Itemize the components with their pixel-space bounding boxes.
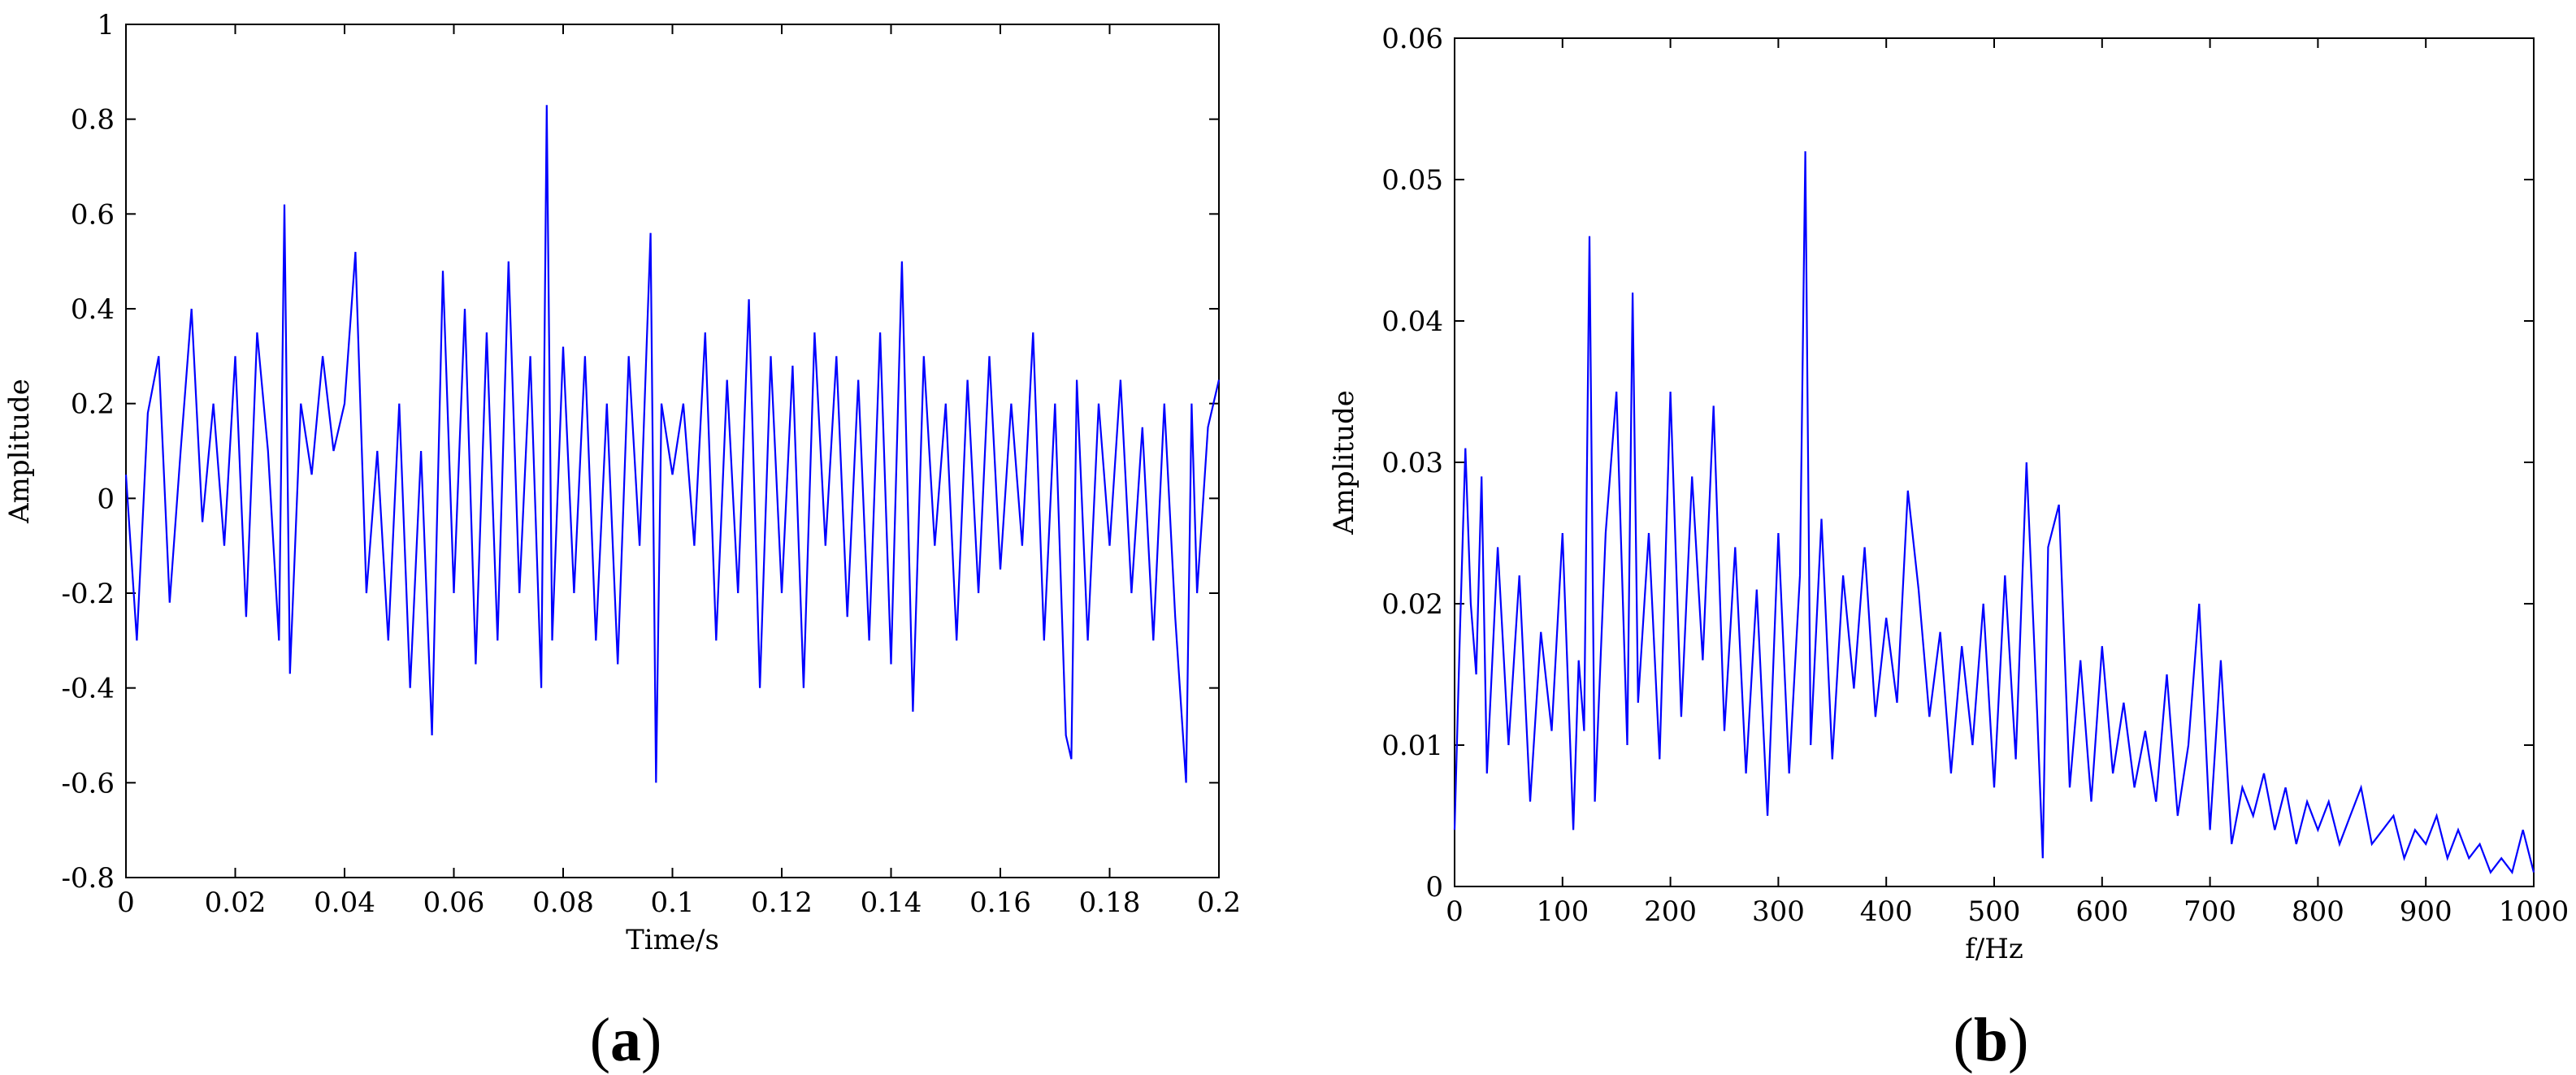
x-tick-label: 0.2 <box>1197 886 1241 919</box>
x-tick-label: 700 <box>2184 895 2236 928</box>
y-tick-label: 0.04 <box>1381 306 1443 338</box>
series-line-signal <box>124 105 1221 783</box>
x-tick-label: 0.14 <box>861 886 922 919</box>
y-tick-label: -0.8 <box>61 862 115 895</box>
x-tick-label: 300 <box>1752 895 1805 928</box>
x-tick-label: 900 <box>2400 895 2452 928</box>
plot-area-frame <box>125 24 1220 878</box>
y-tick-label: 0.4 <box>71 293 115 326</box>
x-tick-label: 400 <box>1860 895 1913 928</box>
y-tick-label: 0.8 <box>71 104 115 137</box>
panel-label-open-paren: ( <box>590 1006 610 1074</box>
x-tick-label: 0.1 <box>650 886 694 919</box>
x-tick-label: 0.12 <box>751 886 813 919</box>
panel-label-close-paren: ) <box>2008 1006 2028 1074</box>
panel-label: (a) <box>590 1006 662 1074</box>
y-tick-label: 0.03 <box>1381 447 1443 479</box>
panel-label-close-paren: ) <box>641 1006 661 1074</box>
panel-label-open-paren: ( <box>1954 1006 1974 1074</box>
y-tick-label: 0.06 <box>1381 23 1443 55</box>
panel-a-time-domain-chart: 0 0.02 0.04 0.06 0.08 0.1 0.12 0.14 0.16 0.18 0.2 -… <box>3 9 1241 1074</box>
x-tick-label: 600 <box>2075 895 2128 928</box>
x-tick-label: 0.06 <box>423 886 485 919</box>
x-tick-label: 0.02 <box>205 886 267 919</box>
y-tick-label: -0.6 <box>61 767 115 800</box>
x-tick-label: 0 <box>117 886 135 919</box>
y-axis-label: Amplitude <box>3 379 36 524</box>
y-tick-label: 1 <box>97 9 115 41</box>
y-tick-label: 0.02 <box>1381 588 1443 621</box>
x-tick-label: 100 <box>1536 895 1589 928</box>
y-tick-label: -0.4 <box>61 673 115 705</box>
x-tick-label: 0.18 <box>1079 886 1141 919</box>
y-tick-label: 0.6 <box>71 198 115 231</box>
series-line-spectrum <box>1453 151 2535 875</box>
y-tick-label: 0.05 <box>1381 164 1443 197</box>
x-tick-label: 0.16 <box>969 886 1031 919</box>
panel-label-letter: a <box>610 1006 641 1074</box>
x-tick-label: 0.08 <box>532 886 594 919</box>
x-tick-label: 500 <box>1968 895 2021 928</box>
y-tick-label: 0.01 <box>1381 730 1443 762</box>
x-tick-label: 1000 <box>2499 895 2569 928</box>
x-tick-label: 0.04 <box>314 886 375 919</box>
y-axis-label: Amplitude <box>1328 390 1360 535</box>
y-tick-label: 0 <box>1425 871 1443 904</box>
x-tick-label: 200 <box>1644 895 1697 928</box>
panel-b-frequency-spectrum-chart: 0 100 200 300 400 500 600 700 800 900 1000 0 0.01 0.0… <box>1328 23 2569 1074</box>
x-axis-label: Time/s <box>626 924 719 956</box>
panel-label-letter: b <box>1974 1006 2008 1074</box>
x-tick-label: 800 <box>2292 895 2344 928</box>
x-axis-label: f/Hz <box>1965 933 2023 965</box>
plot-area-frame <box>1454 37 2535 887</box>
panel-label: (b) <box>1954 1006 2029 1074</box>
y-tick-label: 0.2 <box>71 388 115 421</box>
x-tick-label: 0 <box>1446 895 1464 928</box>
y-tick-label: 0 <box>97 483 115 515</box>
y-tick-label: -0.2 <box>61 578 115 610</box>
